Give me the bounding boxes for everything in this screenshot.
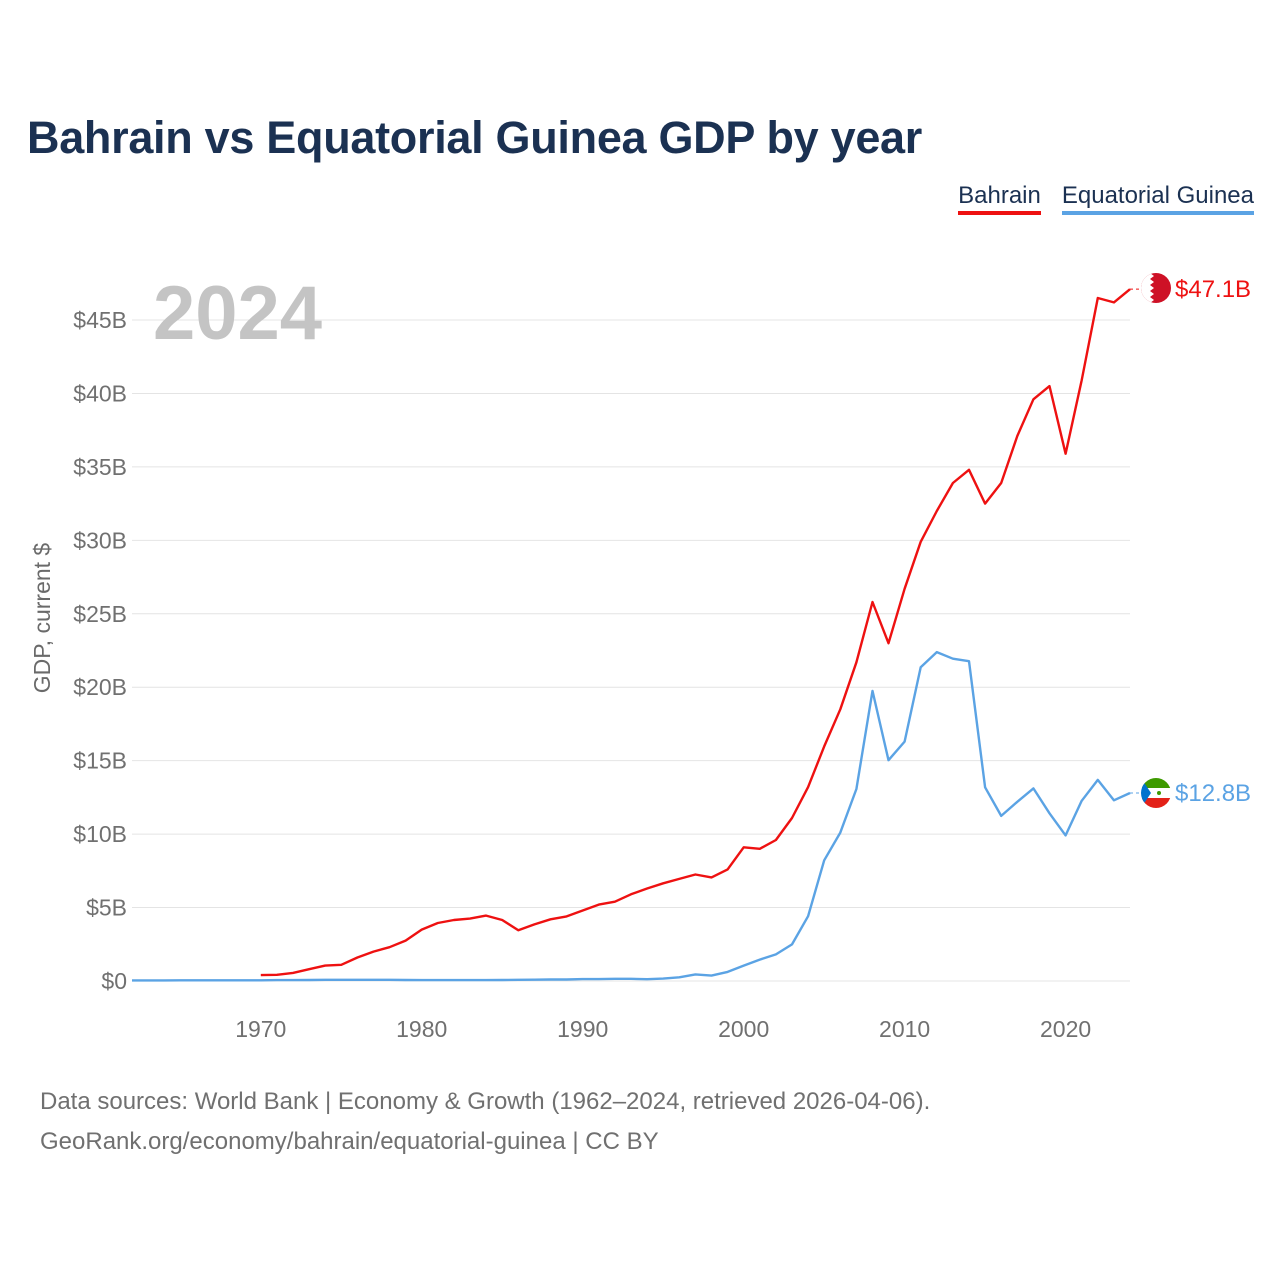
x-tick-label: 2010: [879, 1016, 930, 1042]
series-lines: [132, 288, 1131, 982]
series-line-bahrain: [260, 288, 1131, 977]
y-axis-ticks: $0 $5B $10B $15B $20B $25B $30B $35B $40B $45B: [73, 307, 127, 994]
legend-item-bahrain[interactable]: Bahrain: [958, 182, 1041, 215]
x-axis-ticks: 1970 1980 1990 2000 2010 2020: [235, 1016, 1091, 1042]
end-labels: $47.1B $12.8B: [1130, 276, 1251, 807]
y-tick-label: $5B: [86, 895, 127, 921]
y-tick-label: $25B: [73, 601, 127, 627]
gridlines: [132, 319, 1130, 982]
x-tick-label: 1990: [557, 1016, 608, 1042]
series-line-equatorial-guinea: [132, 650, 1131, 982]
year-watermark: 2024: [153, 271, 322, 356]
y-tick-label: $10B: [73, 821, 127, 847]
x-tick-label: 2020: [1040, 1016, 1091, 1042]
legend-item-equatorial-guinea[interactable]: Equatorial Guinea: [1061, 182, 1254, 215]
y-tick-label: $0: [101, 968, 127, 994]
end-value-label: $12.8B: [1175, 780, 1251, 807]
x-tick-label: 1970: [235, 1016, 286, 1042]
x-tick-label: 1980: [396, 1016, 447, 1042]
y-tick-label: $35B: [73, 454, 127, 480]
source-url-text: GeoRank.org/economy/bahrain/equatorial-g…: [40, 1128, 659, 1155]
x-tick-label: 2000: [718, 1016, 769, 1042]
y-axis-label: GDP, current $: [29, 543, 55, 694]
bahrain-flag-icon: [1141, 273, 1171, 303]
y-tick-label: $30B: [73, 527, 127, 553]
chart-title: Bahrain vs Equatorial Guinea GDP by year: [27, 112, 922, 163]
y-tick-label: $45B: [73, 307, 127, 333]
y-tick-label: $20B: [73, 674, 127, 700]
legend: Bahrain Equatorial Guinea: [958, 182, 1254, 215]
end-value-label: $47.1B: [1175, 276, 1251, 303]
footer: Data sources: World Bank | Economy & Gro…: [40, 1082, 930, 1162]
y-tick-label: $40B: [73, 380, 127, 406]
data-sources-text: Data sources: World Bank | Economy & Gro…: [40, 1088, 931, 1115]
y-tick-label: $15B: [73, 748, 127, 774]
equatorial-guinea-flag-icon: [1141, 778, 1171, 808]
